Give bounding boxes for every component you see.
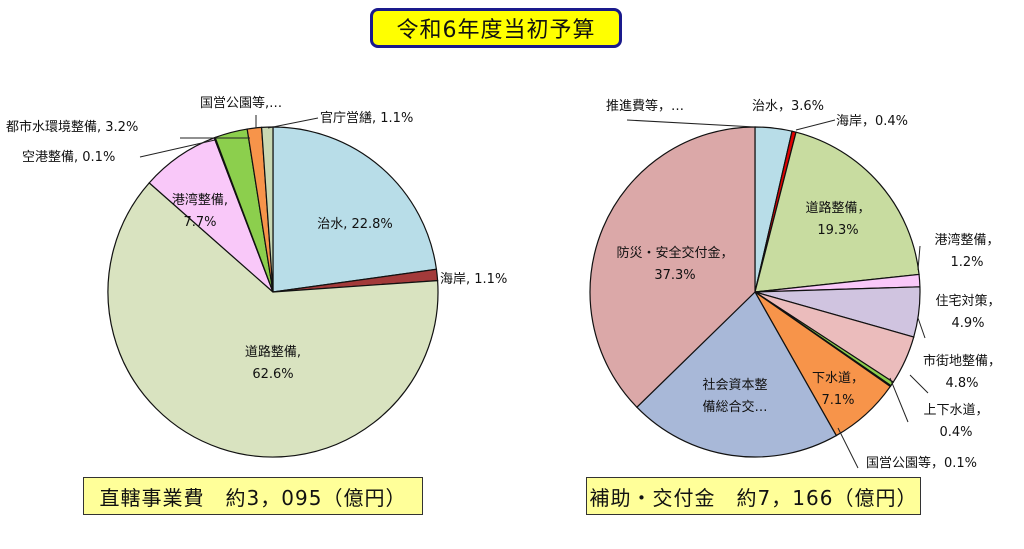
slice-label: 社会資本整: [702, 377, 767, 393]
pie-chart-direct: [107, 126, 439, 458]
slice-label: 市街地整備，: [923, 353, 1001, 369]
slice-label: 備総合交…: [702, 399, 767, 415]
slice-label: 治水，3.6%: [752, 99, 824, 114]
slice-label: 国営公園等,…: [200, 95, 282, 111]
slice-label: 上下水道，: [923, 403, 988, 418]
pie-slice: [107, 182, 439, 458]
slice-label: 海岸，0.4%: [836, 114, 908, 129]
pie-slice: [589, 126, 756, 409]
pie-slice: [636, 291, 838, 458]
slice-label: 治水, 22.8%: [317, 217, 393, 232]
page-title: 令和6年度当初予算: [370, 8, 622, 48]
slice-label: 1.2%: [950, 255, 983, 270]
pie-slice: [272, 126, 438, 293]
leader-line: [917, 317, 926, 339]
slice-label: 住宅対策，: [935, 293, 1000, 309]
total-direct-label: 直轄事業費 約3，095（億円）: [83, 477, 423, 515]
slice-label: 空港整備, 0.1%: [22, 149, 115, 165]
slice-label: 37.3%: [654, 268, 695, 283]
slice-label: 防災・安全交付金，: [616, 245, 733, 261]
slice-label: 0.4%: [939, 425, 972, 440]
leader-line: [267, 117, 319, 129]
slice-label: 推進費等，…: [606, 98, 684, 114]
pie-chart-subsidy: [589, 126, 921, 458]
slice-label: 都市水環境整備, 3.2%: [6, 119, 138, 135]
leader-line: [626, 119, 756, 128]
total-subsidy-label: 補助・交付金 約7，166（億円）: [586, 477, 921, 515]
slice-label: 4.8%: [945, 376, 978, 391]
slice-label: 62.6%: [252, 367, 293, 382]
pie-slice: [754, 131, 920, 293]
leader-line: [795, 119, 836, 131]
leader-line: [139, 139, 216, 158]
slice-label: 7.1%: [821, 393, 854, 408]
leader-line: [837, 427, 859, 469]
leader-line: [917, 245, 921, 271]
leader-line: [909, 374, 929, 394]
slice-label: 4.9%: [951, 316, 984, 331]
slice-label: 国営公園等，0.1%: [866, 455, 977, 471]
slice-label: 海岸, 1.1%: [440, 272, 507, 287]
slice-label: 7.7%: [183, 215, 216, 230]
slice-label: 道路整備,: [245, 344, 301, 360]
slice-label: 官庁営繕, 1.1%: [320, 110, 413, 126]
pie-labels: 治水, 22.8% 海岸, 1.1% 道路整備, 62.6% 港湾整備, 7.7% 空港整備…: [6, 95, 1001, 471]
slice-label: 港湾整備，: [934, 232, 999, 248]
slice-label: 下水道，: [812, 371, 864, 386]
slice-label: 19.3%: [817, 223, 858, 238]
slice-label: 道路整備，: [805, 200, 870, 216]
slice-label: 港湾整備,: [172, 192, 228, 208]
leader-line: [889, 377, 909, 423]
